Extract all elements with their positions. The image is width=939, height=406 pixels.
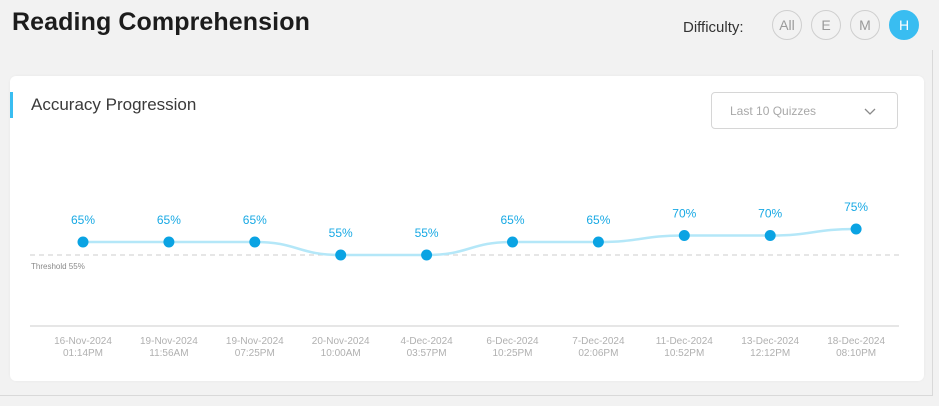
card-title: Accuracy Progression <box>31 95 197 114</box>
x-tick-time: 03:57PM <box>407 348 447 359</box>
x-tick-date: 20-Nov-2024 <box>312 336 370 347</box>
x-tick-date: 19-Nov-2024 <box>140 336 198 347</box>
difficulty-hard-button[interactable]: H <box>889 10 919 40</box>
data-label: 70% <box>758 207 782 221</box>
x-tick-time: 11:56AM <box>149 348 188 359</box>
data-point <box>592 236 604 248</box>
data-label: 65% <box>157 213 181 227</box>
page-header: Reading Comprehension Difficulty: All E … <box>0 0 939 50</box>
data-label: 65% <box>586 213 610 227</box>
data-point <box>764 230 776 241</box>
data-label: 55% <box>415 226 439 240</box>
data-point <box>678 230 690 241</box>
panel-bottom-border <box>0 395 933 396</box>
x-tick-date: 18-Dec-2024 <box>827 336 885 347</box>
x-tick-time: 12:12PM <box>750 348 790 359</box>
x-tick-time: 10:25PM <box>492 348 532 359</box>
difficulty-label: Difficulty: <box>683 19 744 36</box>
x-tick-time: 01:14PM <box>63 348 103 359</box>
data-label: 55% <box>329 226 353 240</box>
data-label: 65% <box>500 213 524 227</box>
quiz-range-value: Last 10 Quizzes <box>730 104 817 118</box>
data-label: 65% <box>71 213 95 227</box>
x-tick-date: 4-Dec-2024 <box>400 336 453 347</box>
data-point <box>335 249 347 261</box>
difficulty-medium-button[interactable]: M <box>850 10 880 40</box>
x-tick-time: 08:10PM <box>836 348 876 359</box>
data-label: 70% <box>672 207 696 221</box>
x-tick-date: 7-Dec-2024 <box>572 336 625 347</box>
data-label: 65% <box>243 213 267 227</box>
difficulty-all-button[interactable]: All <box>772 10 802 40</box>
accuracy-series-line <box>83 227 857 257</box>
x-tick-date: 11-Dec-2024 <box>656 336 714 347</box>
x-tick-time: 10:00AM <box>321 348 361 359</box>
difficulty-easy-button[interactable]: E <box>811 10 841 40</box>
data-label: 75% <box>844 200 868 214</box>
x-tick-time: 07:25PM <box>235 348 275 359</box>
title-accent-bar <box>10 92 13 118</box>
panel-right-border <box>932 50 933 396</box>
data-point <box>421 249 433 261</box>
x-tick-date: 6-Dec-2024 <box>486 336 539 347</box>
quiz-range-select[interactable]: Last 10 Quizzes <box>711 92 898 129</box>
x-tick-date: 19-Nov-2024 <box>226 336 284 347</box>
x-tick-time: 10:52PM <box>664 348 704 359</box>
page-title: Reading Comprehension <box>12 8 310 36</box>
x-tick-date: 13-Dec-2024 <box>741 336 799 347</box>
data-point <box>77 236 89 248</box>
data-point <box>249 236 261 248</box>
chevron-down-icon <box>864 108 876 115</box>
accuracy-card: Accuracy Progression Last 10 Quizzes Thr… <box>10 76 924 381</box>
data-point <box>163 236 175 248</box>
threshold-label: Threshold 55% <box>31 262 85 271</box>
x-tick-time: 02:06PM <box>578 348 618 359</box>
data-point <box>507 236 518 248</box>
data-point <box>850 223 862 235</box>
x-tick-date: 16-Nov-2024 <box>54 336 112 347</box>
